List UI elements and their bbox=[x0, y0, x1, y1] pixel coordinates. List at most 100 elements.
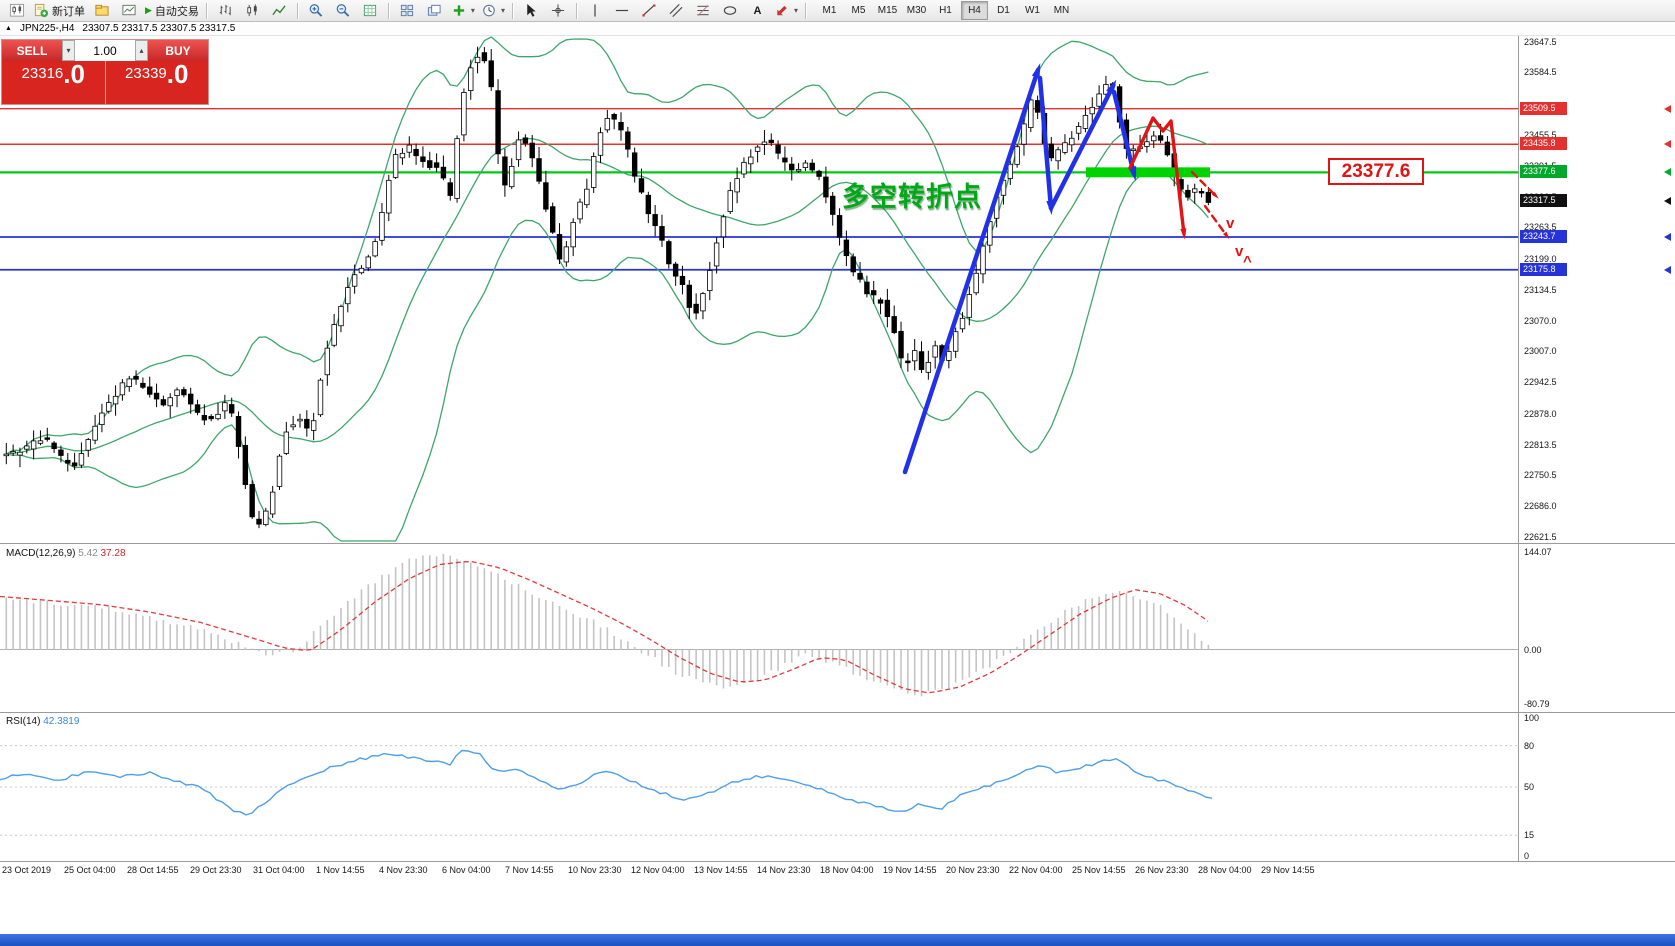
annotation-arrow[interactable] bbox=[1190, 170, 1218, 198]
grid-toggle-button[interactable] bbox=[357, 0, 384, 21]
shapes-tool-button[interactable] bbox=[717, 0, 744, 21]
arrows-tool-button[interactable]: ▾ bbox=[771, 0, 801, 21]
time-axis-label: 6 Nov 04:00 bbox=[442, 865, 491, 875]
timeframe-m30-button[interactable]: M30 bbox=[906, 5, 927, 16]
annotation-arrowhead bbox=[1222, 231, 1230, 240]
new-order-button[interactable]: 新订单 bbox=[30, 0, 88, 21]
windows-taskbar[interactable] bbox=[0, 934, 1675, 946]
time-axis-label: 7 Nov 14:55 bbox=[505, 865, 554, 875]
chart-info-bar: ▲ JPN225-,H4 23307.5 23317.5 23307.5 233… bbox=[0, 22, 1675, 36]
time-axis: 23 Oct 2019 25 Oct 04:00 28 Oct 14:55 29 Oc… bbox=[0, 865, 1675, 879]
zoom-in-button[interactable] bbox=[303, 0, 330, 21]
toolbar-separator bbox=[296, 2, 299, 19]
price-target-callout[interactable]: 23377.6 bbox=[1328, 158, 1424, 185]
annotation-arrow[interactable] bbox=[1203, 204, 1229, 238]
one-click-trading-panel: SELL ▾ 1.00 ▴ BUY 23316.0 23339.0 bbox=[2, 40, 208, 104]
text-tool-button[interactable]: A bbox=[744, 0, 771, 21]
annotation-arrowhead bbox=[1128, 166, 1137, 181]
timeframe-h4-button[interactable]: H4 bbox=[960, 1, 988, 20]
trendline-tool-button[interactable] bbox=[636, 0, 663, 21]
candles[interactable] bbox=[3, 46, 1212, 529]
arrow-tool-icon bbox=[777, 5, 787, 16]
volume-decrease-button[interactable]: ▾ bbox=[62, 40, 75, 61]
zoom-out-button[interactable] bbox=[330, 0, 357, 21]
timeframe-m1-button[interactable]: M1 bbox=[822, 5, 837, 16]
fibonacci-tool-button[interactable] bbox=[690, 0, 717, 21]
vertical-line-tool-button[interactable] bbox=[582, 0, 609, 21]
line-chart-icon bbox=[272, 5, 287, 16]
indicators-dropdown-icon: ▾ bbox=[470, 6, 475, 15]
timeframe-h1-button[interactable]: H1 bbox=[939, 5, 952, 16]
cursor-tool-button[interactable] bbox=[518, 0, 545, 21]
indicators-button[interactable]: ▾ bbox=[448, 0, 478, 21]
horizontal-line-tool-button[interactable] bbox=[609, 0, 636, 21]
new-chart-button[interactable] bbox=[3, 0, 30, 21]
volume-increase-button[interactable]: ▴ bbox=[135, 40, 148, 61]
time-axis-label: 14 Nov 23:30 bbox=[757, 865, 811, 875]
indicators-plus-icon bbox=[453, 5, 465, 16]
annotation-arrow[interactable] bbox=[1128, 116, 1186, 236]
rsi-name: RSI(14) bbox=[6, 716, 41, 727]
sell-price[interactable]: 23316.0 bbox=[2, 61, 105, 104]
bollinger-lower-band bbox=[6, 170, 1209, 542]
macd-indicator-label: MACD(12,26,9) 5.42 37.28 bbox=[6, 548, 126, 559]
time-axis-label: 31 Oct 04:00 bbox=[253, 865, 305, 875]
charts-window-button[interactable] bbox=[115, 0, 142, 21]
candlestick-icon bbox=[247, 4, 258, 17]
crosshair-tool-button[interactable] bbox=[545, 0, 572, 21]
profiles-button[interactable] bbox=[88, 0, 115, 21]
time-axis-label: 26 Nov 23:30 bbox=[1135, 865, 1189, 875]
annotation-arrowhead bbox=[1180, 228, 1187, 240]
new-order-icon bbox=[34, 3, 49, 18]
annotation-arrow[interactable] bbox=[1111, 89, 1137, 177]
line-chart-mode-button[interactable] bbox=[266, 0, 293, 21]
periods-dropdown-icon: ▾ bbox=[500, 6, 505, 15]
timeframe-w1-button[interactable]: W1 bbox=[1024, 5, 1040, 16]
sell-button[interactable]: SELL bbox=[2, 40, 62, 61]
new-order-label: 新订单 bbox=[52, 5, 85, 18]
time-axis-label: 12 Nov 04:00 bbox=[631, 865, 685, 875]
toolbar-separator bbox=[575, 2, 578, 19]
sell-price-main: 23316 bbox=[21, 65, 64, 82]
timeframe-group: M1 M5 M15 M30 H1 H4 D1 W1 MN bbox=[815, 1, 1076, 20]
annotation-arrow[interactable] bbox=[1048, 83, 1116, 211]
buy-price-frac: .0 bbox=[166, 59, 189, 89]
ellipse-shape-icon bbox=[724, 6, 737, 15]
annotation-mark[interactable]: ^ bbox=[1243, 253, 1252, 270]
annotation-mark[interactable]: v bbox=[1226, 215, 1235, 232]
annotation-arrowhead bbox=[1031, 63, 1041, 79]
collapse-triangle-icon[interactable]: ▲ bbox=[5, 25, 12, 32]
macd-signal-value: 37.28 bbox=[100, 548, 126, 559]
macd-signal-line bbox=[0, 560, 1209, 694]
timeframe-m5-button[interactable]: M5 bbox=[851, 5, 866, 16]
buy-button[interactable]: BUY bbox=[148, 40, 208, 61]
tile-windows-icon bbox=[401, 4, 414, 17]
time-axis-label: 10 Nov 23:30 bbox=[568, 865, 622, 875]
cascade-windows-button[interactable] bbox=[421, 0, 448, 21]
tile-windows-button[interactable] bbox=[394, 0, 421, 21]
trendline-icon bbox=[642, 4, 656, 17]
trade-panel-controls: SELL ▾ 1.00 ▴ BUY bbox=[2, 40, 208, 61]
timeframe-mn-button[interactable]: MN bbox=[1053, 5, 1070, 16]
timeframe-d1-button[interactable]: D1 bbox=[997, 5, 1010, 16]
channel-tool-button[interactable] bbox=[663, 0, 690, 21]
periods-button[interactable]: ▾ bbox=[478, 0, 508, 21]
bollinger-upper-band bbox=[5, 36, 1209, 455]
time-axis-label: 23 Oct 2019 bbox=[2, 865, 52, 875]
time-axis-label: 25 Nov 14:55 bbox=[1072, 865, 1126, 875]
toolbar-separator bbox=[511, 2, 514, 19]
support-zone-highlight[interactable] bbox=[1086, 167, 1210, 178]
toolbar-separator bbox=[804, 2, 807, 19]
auto-trading-button[interactable]: ▶ 自动交易 bbox=[142, 0, 202, 21]
bar-chart-mode-button[interactable] bbox=[212, 0, 239, 21]
annotation-arrow[interactable] bbox=[1037, 75, 1054, 211]
volume-input[interactable]: 1.00 bbox=[75, 40, 135, 61]
buy-price[interactable]: 23339.0 bbox=[106, 61, 209, 104]
candlestick-mode-button[interactable] bbox=[239, 0, 266, 21]
turning-point-annotation[interactable]: 多空转折点 bbox=[842, 182, 982, 212]
annotation-mark[interactable]: v bbox=[1235, 243, 1244, 260]
timeframe-m15-button[interactable]: M15 bbox=[877, 5, 898, 16]
buy-price-main: 23339 bbox=[125, 65, 167, 82]
annotation-arrow[interactable] bbox=[902, 67, 1041, 475]
